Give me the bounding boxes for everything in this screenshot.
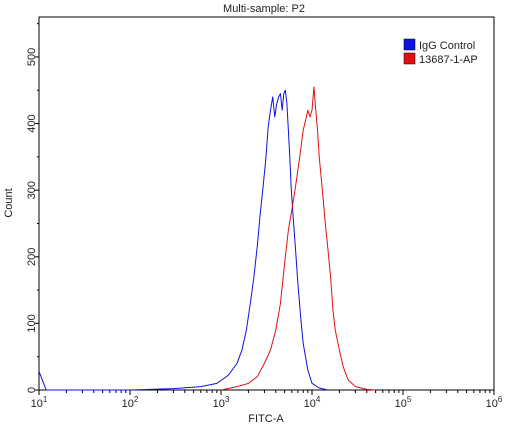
y-axis: 0 100 200 300 400 500 bbox=[26, 23, 39, 393]
x-tick-label: 101 bbox=[31, 395, 48, 410]
legend-swatch bbox=[403, 38, 416, 51]
x-tick-label: 102 bbox=[122, 395, 139, 410]
series-line-1 bbox=[38, 89, 329, 391]
y-tick-label: 300 bbox=[26, 181, 38, 199]
y-tick-label: 100 bbox=[26, 314, 38, 332]
series-layer bbox=[38, 86, 376, 391]
x-tick-label: 103 bbox=[213, 395, 230, 410]
y-tick-label: 0 bbox=[26, 387, 38, 393]
legend-label: IgG Control bbox=[419, 40, 475, 52]
y-axis-label: Count bbox=[3, 188, 15, 217]
x-tick-label: 104 bbox=[304, 395, 321, 410]
legend-label: 13687-1-AP bbox=[419, 54, 478, 66]
x-axis: 101 102 103 104 105 106 bbox=[31, 390, 503, 410]
x-tick-label: 106 bbox=[486, 395, 503, 410]
y-tick-label: 400 bbox=[26, 114, 38, 132]
y-tick-label: 200 bbox=[26, 248, 38, 266]
y-tick-label: 500 bbox=[26, 48, 38, 66]
legend: IgG Control 13687-1-AP bbox=[403, 38, 478, 66]
legend-swatch bbox=[403, 52, 416, 65]
series-line-2 bbox=[220, 86, 376, 391]
x-axis-label: FITC-A bbox=[248, 413, 284, 425]
chart-title: Multi-sample: P2 bbox=[223, 3, 305, 15]
x-tick-label: 105 bbox=[395, 395, 412, 410]
plot-area bbox=[38, 16, 495, 391]
